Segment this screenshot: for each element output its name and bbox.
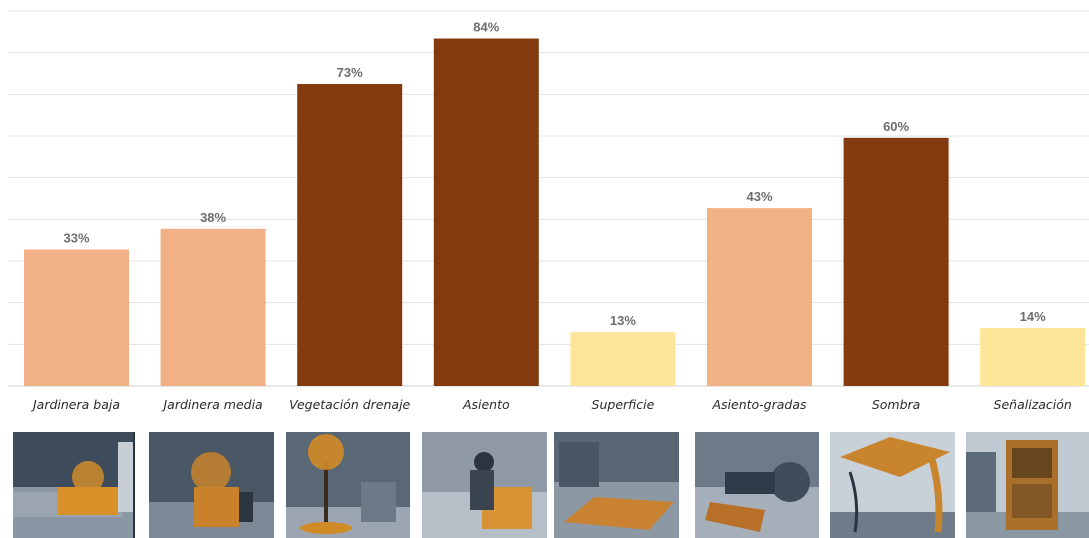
category-label: Superficie (592, 397, 655, 412)
category-label: Vegetación drenaje (289, 397, 410, 412)
bar (160, 228, 266, 386)
category-labels: Jardinera baja Jardinera media Vegetación … (30, 397, 1072, 412)
photo-strip (0, 432, 1089, 538)
category-label: Jardinera media (160, 397, 262, 412)
bar-value-label: 33% (63, 230, 89, 245)
seat-photo (422, 432, 547, 538)
bar-value-label: 73% (337, 65, 363, 80)
bar-chart: 33%38%73%84%13%43%60%14% Jardinera baja J… (8, 10, 1089, 412)
surface-photo (554, 432, 679, 538)
bar (570, 332, 676, 386)
category-label: Señalización (994, 397, 1072, 412)
bar (843, 137, 949, 386)
bar (707, 208, 812, 386)
bar (433, 38, 539, 387)
shade-pergola-photo (830, 432, 955, 538)
bar-value-label: 43% (746, 189, 772, 204)
value-labels: 33% 38% 73% 84% 13% 43% 60% 14% (63, 20, 1046, 329)
bench-steps-photo (695, 432, 819, 538)
bar (980, 328, 1086, 386)
planter-medium-photo (149, 432, 274, 538)
bar-value-label: 84% (473, 20, 499, 35)
bar-value-label: 38% (200, 210, 226, 225)
bars (24, 38, 1086, 387)
signage-totem-photo (966, 432, 1089, 538)
category-label: Jardinera baja (30, 397, 120, 412)
bar-value-label: 14% (1020, 309, 1046, 324)
bar (297, 84, 403, 387)
bar (24, 249, 129, 386)
bar-value-label: 60% (883, 119, 909, 134)
category-label: Sombra (872, 397, 921, 412)
tree-drainage-photo (286, 432, 410, 538)
category-label: Asiento (462, 397, 510, 412)
category-label: Asiento-gradas (711, 397, 807, 412)
bar-value-label: 13% (610, 313, 636, 328)
planter-low-photo (13, 432, 135, 538)
